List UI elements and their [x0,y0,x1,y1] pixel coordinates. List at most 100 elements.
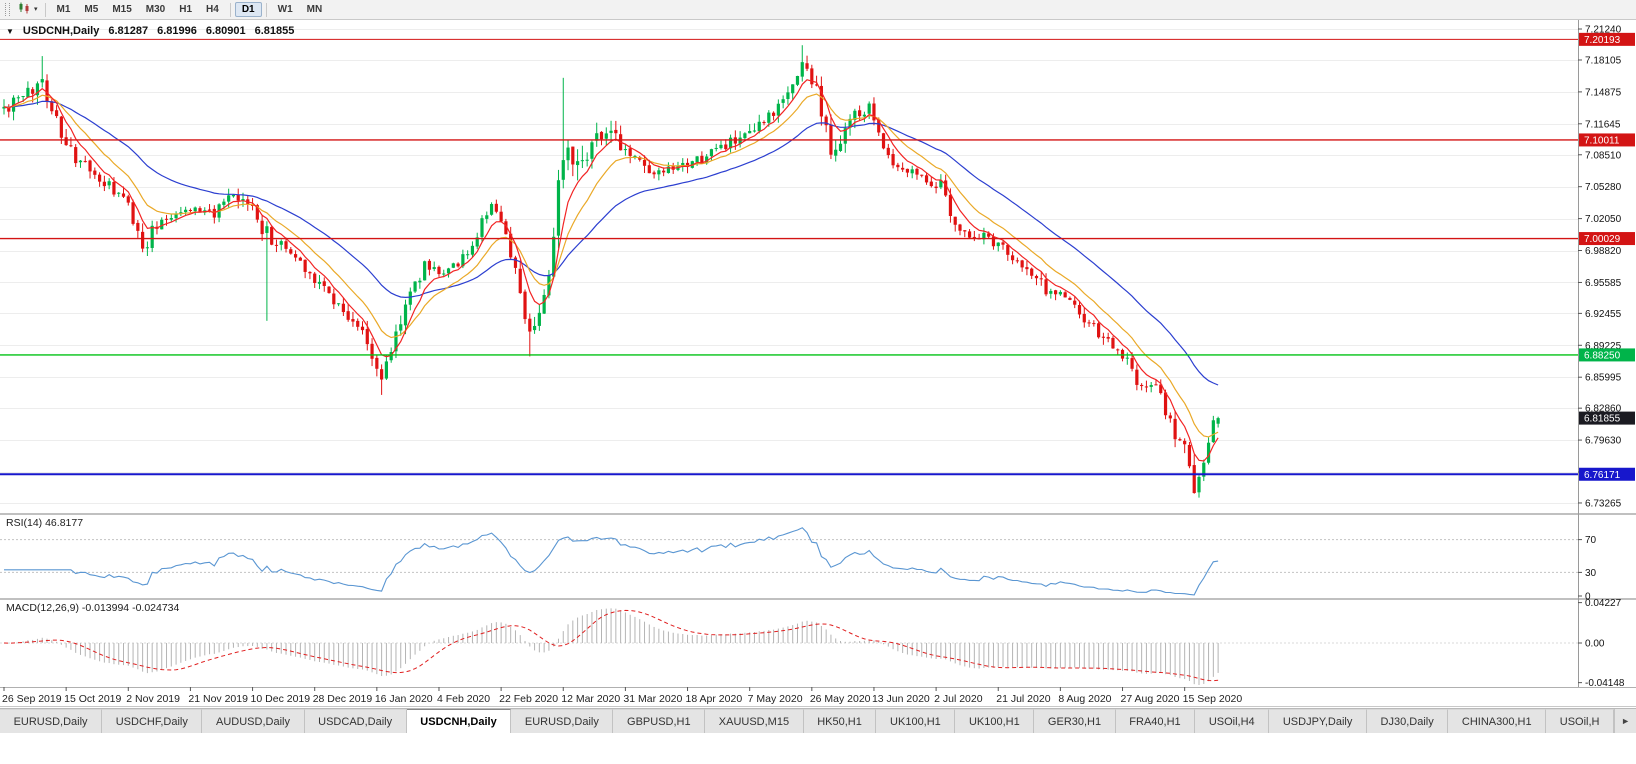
toolbar-separator [265,2,267,17]
price-tick-label: 6.89225 [1585,341,1622,352]
pane-separator[interactable] [0,513,1636,515]
price-tick-label: 7.14875 [1585,87,1622,98]
chart-type-button[interactable]: ▾ [15,0,41,20]
date-tick-label: 27 Aug 2020 [1121,693,1180,705]
timeframe-button-m5[interactable]: M5 [84,4,99,15]
price-tick-label: 7.21240 [1585,25,1622,36]
date-tick-label: 15 Oct 2019 [64,693,121,705]
price-tag-support-green: 6.88250 [1584,350,1621,361]
rsi-axis[interactable]: 70 30 0 [1578,535,1597,603]
rsi-indicator-label: RSI(14) 46.8177 [6,517,84,529]
date-tick-label: 10 Dec 2019 [251,693,311,705]
chart-tab-audusd-daily[interactable]: AUDUSD,Daily [202,709,305,733]
timeframe-toolbar: ▾ M1 M5 M15 M30 H1 H4 D1 W1 MN [0,0,1636,20]
date-tick-label: 26 Sep 2019 [2,693,62,705]
ohlc-close-value: 6.81855 [254,25,295,37]
chart-header: ▼ USDCNH,Daily 6.81287 6.81996 6.80901 6… [6,25,294,37]
chart-tab-ger30-h1[interactable]: GER30,H1 [1034,709,1116,733]
chart-tab-usdcad-daily[interactable]: USDCAD,Daily [304,709,407,733]
date-tick-label: 2 Jul 2020 [934,693,983,705]
chart-symbol-label: USDCNH,Daily [22,25,100,37]
chart-tab-usoil-h[interactable]: USOil,H [1546,709,1615,733]
date-tick-label: 13 Jun 2020 [872,693,930,705]
chart-tab-usdchf-daily[interactable]: USDCHF,Daily [102,709,203,733]
date-tick-label: 4 Feb 2020 [437,693,490,705]
ohlc-open-value: 6.81287 [108,25,149,37]
price-tick-label: 7.18105 [1585,55,1622,66]
price-tick-label: 6.79630 [1585,436,1622,447]
date-tick-label: 7 May 2020 [748,693,803,705]
price-tag-support-blue: 6.76171 [1584,470,1621,481]
price-tick-label: 7.08510 [1585,150,1622,161]
timeframe-button-h1[interactable]: H1 [179,4,193,15]
timeframe-button-m30[interactable]: M30 [145,4,166,15]
moving-average-fast-red [3,79,1219,462]
timeframe-button-mn[interactable]: MN [306,4,323,15]
date-tick-label: 8 Aug 2020 [1058,693,1111,705]
chart-tabs: EURUSD,Daily USDCHF,Daily AUDUSD,Daily USDC… [0,709,1615,733]
date-tick-label: 21 Nov 2019 [188,693,248,705]
date-tick-label: 22 Feb 2020 [499,693,558,705]
level-lines [0,38,1578,476]
macd-axis[interactable]: 0.04227 0.00 -0.04148 [1578,598,1625,689]
date-tick-label: 16 Jan 2020 [375,693,433,705]
price-axis[interactable]: 7.21240 7.18105 7.14875 7.11645 7.08510 7.052… [1578,25,1622,510]
rsi-line [4,527,1219,596]
chart-canvas[interactable]: 7.21240 7.18105 7.14875 7.11645 7.08510 7.052… [0,0,1636,708]
rsi-tick-label: 0 [1585,592,1591,603]
date-tick-label: 21 Jul 2020 [996,693,1050,705]
pane-separator[interactable] [0,598,1636,600]
toolbar-separator [229,2,231,17]
rsi-tick-label: 70 [1585,535,1597,546]
chart-tab-eurusd-daily[interactable]: EURUSD,Daily [511,709,614,733]
date-tick-label: 31 Mar 2020 [623,693,682,705]
chart-tab-uk100-h1[interactable]: UK100,H1 [955,709,1035,733]
chart-tab-hk50-h1[interactable]: HK50,H1 [803,709,877,733]
price-tick-label: 6.92455 [1585,309,1622,320]
chart-tab-usdjpy-daily[interactable]: USDJPY,Daily [1269,709,1367,733]
price-tag-resistance-2: 7.10011 [1584,135,1620,146]
price-tick-label: 7.02050 [1585,214,1622,225]
timeframe-buttons: M1 M5 M15 M30 H1 H4 D1 W1 MN [50,2,330,17]
symbol-dropdown-icon[interactable]: ▼ [6,26,14,36]
chart-tab-uk100-h1[interactable]: UK100,H1 [876,709,956,733]
chart-tab-usoil-h4[interactable]: USOil,H4 [1195,709,1270,733]
chart-tab-usdcnh-daily[interactable]: USDCNH,Daily [406,709,512,733]
timeframe-button-w1[interactable]: W1 [277,4,293,15]
date-tick-label: 2 Nov 2019 [126,693,180,705]
price-tags: 7.20193 7.10011 7.00029 6.88250 6.81855 6.761… [1579,32,1635,481]
date-axis[interactable]: 26 Sep 2019 15 Oct 2019 2 Nov 2019 21 Nov 2… [2,687,1242,705]
timeframe-button-h4[interactable]: H4 [206,4,219,15]
chart-tab-eurusd-daily[interactable]: EURUSD,Daily [0,709,103,733]
chart-tab-gbpusd-h1[interactable]: GBPUSD,H1 [613,709,706,733]
macd-tick-label: -0.04148 [1585,678,1625,689]
toolbar-separator [44,2,46,17]
timeframe-button-m15[interactable]: M15 [112,4,132,15]
price-tick-label: 6.98820 [1585,246,1622,257]
price-tick-label: 7.05280 [1585,182,1622,193]
price-tick-label: 7.11645 [1585,119,1621,130]
chart-tabs-bar: EURUSD,Daily USDCHF,Daily AUDUSD,Daily USDC… [0,708,1636,733]
toolbar-grip[interactable] [5,3,10,16]
tab-scroll-right-button[interactable]: ► [1614,709,1636,733]
timeframe-button-m1[interactable]: M1 [56,4,71,15]
rsi-tick-label: 30 [1585,568,1597,579]
chart-tab-xauusd-m15[interactable]: XAUUSD,M15 [705,709,804,733]
price-tick-label: 6.85995 [1585,373,1622,384]
macd-tick-label: 0.04227 [1585,598,1622,609]
chart-tab-fra40-h1[interactable]: FRA40,H1 [1115,709,1196,733]
timeframe-button-d1[interactable]: D1 [234,2,262,17]
price-tag-resistance-1: 7.20193 [1584,35,1621,46]
candlestick-chart-icon [18,1,32,19]
candlestick-series [2,45,1220,498]
date-tick-label: 15 Sep 2020 [1183,693,1243,705]
price-gridlines [0,29,1578,504]
chart-tab-china300-h1[interactable]: CHINA300,H1 [1448,709,1547,733]
chart-tab-dj30-daily[interactable]: DJ30,Daily [1366,709,1449,733]
macd-indicator-label: MACD(12,26,9) -0.013994 -0.024734 [6,602,180,614]
ohlc-low-value: 6.80901 [205,25,246,37]
chevron-down-icon: ▾ [34,6,38,13]
price-tick-label: 6.95585 [1585,278,1622,289]
ohlc-high-value: 6.81996 [157,25,197,37]
